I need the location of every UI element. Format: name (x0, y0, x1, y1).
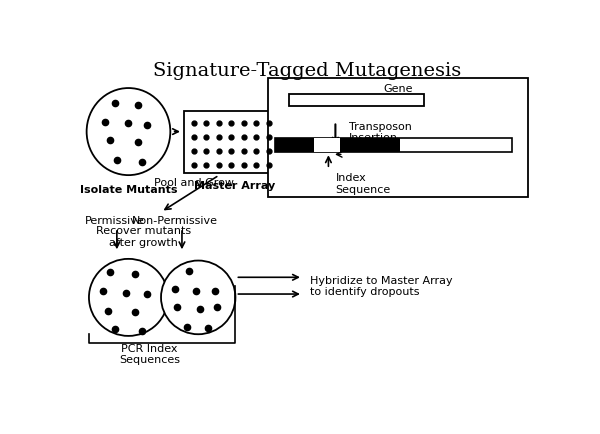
Ellipse shape (161, 261, 235, 335)
Bar (314, 139, 340, 152)
Text: Non-Permissive: Non-Permissive (132, 216, 218, 226)
Text: Transposon
Insertion: Transposon Insertion (349, 122, 412, 143)
Text: Permissive: Permissive (85, 216, 145, 226)
Text: Index
Sequence: Index Sequence (335, 173, 391, 194)
Text: Recover mutants
after growth: Recover mutants after growth (96, 226, 191, 247)
Bar (184, 112, 284, 174)
Text: Isolate Mutants: Isolate Mutants (80, 184, 177, 194)
Text: Signature-Tagged Mutagenesis: Signature-Tagged Mutagenesis (154, 62, 461, 80)
Text: Master Array: Master Array (194, 181, 275, 191)
Text: Gene: Gene (383, 84, 413, 94)
Text: PCR Index
Sequences: PCR Index Sequences (119, 343, 180, 365)
Bar (340, 139, 401, 152)
Ellipse shape (86, 89, 170, 176)
Text: Hybridize to Master Array
to identify dropouts: Hybridize to Master Array to identify dr… (310, 275, 452, 297)
Text: Pool and Grow: Pool and Grow (154, 178, 233, 187)
Bar (289, 95, 424, 107)
Bar (268, 79, 529, 197)
Bar (275, 139, 512, 152)
Bar (275, 139, 314, 152)
Ellipse shape (89, 259, 168, 336)
